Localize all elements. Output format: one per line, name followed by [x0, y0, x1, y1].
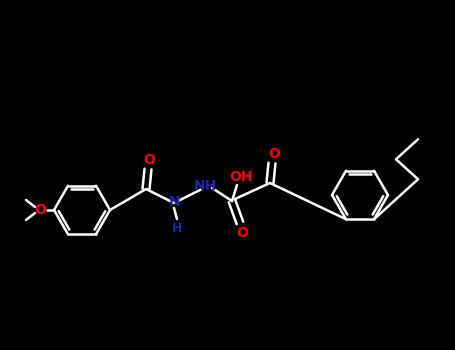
Text: N: N [169, 195, 181, 209]
Text: O: O [236, 226, 248, 240]
Text: O: O [34, 203, 46, 217]
Text: NH: NH [193, 179, 217, 193]
Text: H: H [172, 222, 182, 235]
Text: OH: OH [229, 170, 253, 184]
Text: O: O [143, 153, 155, 167]
Text: O: O [268, 147, 280, 161]
